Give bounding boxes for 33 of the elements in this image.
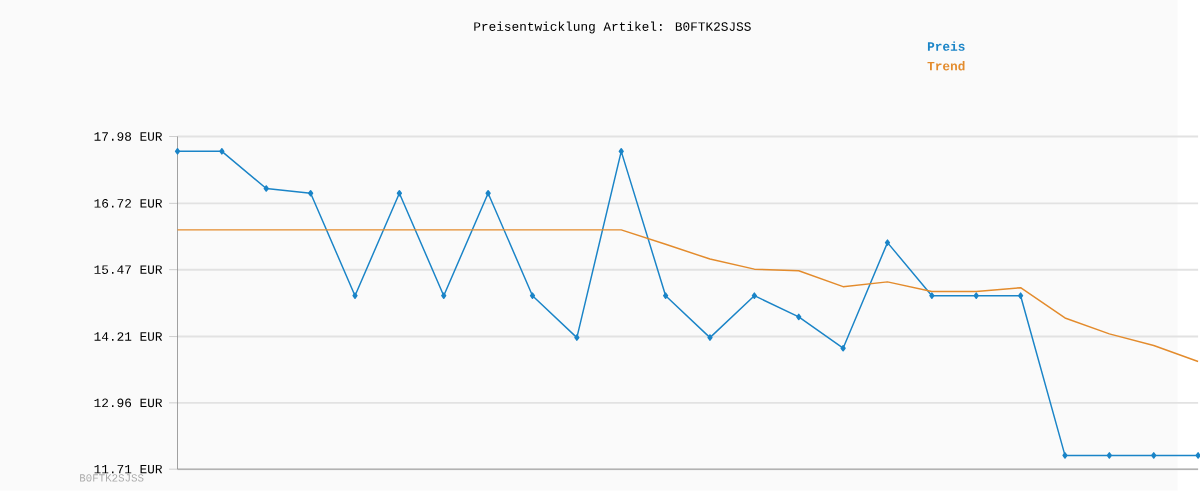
point: [751, 292, 758, 300]
point: [485, 190, 491, 197]
y-tick-label: 16.72 EUR: [94, 199, 163, 208]
point: [263, 185, 269, 192]
point: [618, 148, 624, 155]
point: [1151, 452, 1157, 459]
point: [219, 148, 225, 155]
point: [707, 334, 713, 342]
point: [662, 292, 669, 300]
point: [396, 190, 403, 197]
point: [929, 292, 935, 300]
y-tick-label: 17.98 EUR: [94, 132, 163, 141]
point: [1017, 292, 1024, 300]
text: B0FTK2SJSS: [80, 474, 144, 482]
y-tick-label: 11.71 EUR: [94, 465, 163, 474]
point: [352, 292, 358, 300]
y-tick-label: 14.21 EUR: [94, 332, 163, 342]
y-tick-label: 15.47 EUR: [94, 265, 163, 275]
point: [441, 292, 447, 300]
text: Trend: [927, 61, 965, 71]
text: Preis: [927, 41, 965, 51]
point: [840, 345, 846, 352]
point: [884, 239, 891, 247]
point: [796, 313, 802, 321]
point: [174, 148, 181, 155]
point: [1106, 452, 1112, 459]
chart-title: Preisentwicklung Artikel: B0FTK2SJSS: [474, 21, 751, 34]
y-tick-label: 12.96 EUR: [94, 398, 163, 408]
point: [574, 334, 580, 342]
point: [307, 190, 314, 197]
point: [529, 292, 536, 300]
point: [973, 292, 979, 300]
point: [1062, 452, 1068, 459]
